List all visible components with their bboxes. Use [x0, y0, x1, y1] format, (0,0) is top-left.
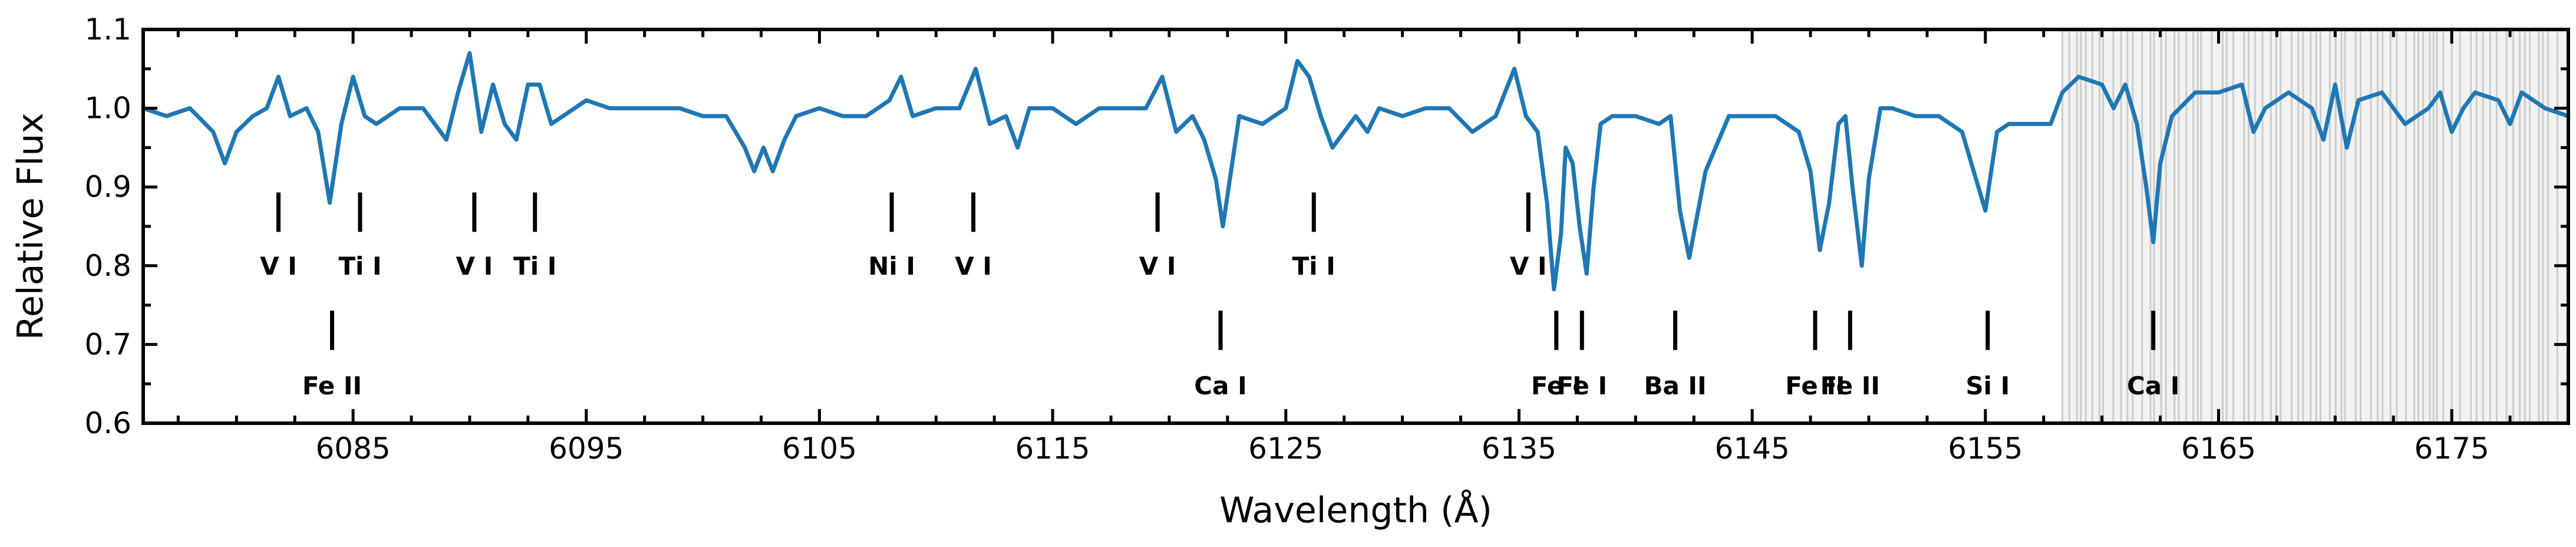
y-tick-label: 0.7	[84, 327, 131, 361]
line-marker-label: V I	[456, 252, 493, 281]
line-marker-label: Fe I	[1556, 371, 1607, 400]
line-marker-label: Fe I	[1531, 371, 1582, 400]
y-tick-label: 0.6	[84, 406, 131, 440]
line-marker-label: V I	[260, 252, 297, 281]
y-tick-label: 1.0	[84, 91, 131, 126]
line-marker-label: Ni I	[868, 252, 915, 281]
x-tick-label: 6155	[1948, 431, 2023, 466]
y-tick-label: 0.9	[84, 170, 131, 204]
x-tick-label: 6085	[315, 431, 390, 466]
x-tick-label: 6175	[2415, 431, 2489, 466]
y-tick-label: 1.1	[84, 12, 131, 47]
axis-ticks: 6085 6095 6105 6115 6125 6135 6145 6155 6165 6175…	[84, 12, 2570, 466]
line-marker-label: Ti I	[338, 252, 381, 281]
line-marker-label: Fe II	[1785, 371, 1845, 400]
x-axis-label: Wavelength (Å)	[1219, 489, 1492, 531]
line-marker-label: Ca I	[2127, 371, 2179, 400]
x-tick-label: 6145	[1715, 431, 1790, 466]
x-tick-label: 6095	[549, 431, 624, 466]
flux-series-line	[141, 51, 2571, 292]
line-marker-label: V I	[1510, 252, 1547, 281]
y-axis-label: Relative Flux	[10, 113, 51, 340]
masked-region-fill	[2062, 29, 2568, 423]
line-marker-label: Fe II	[302, 371, 362, 400]
line-marker-label: Ti I	[513, 252, 556, 281]
line-marker-label: Si I	[1965, 371, 2010, 400]
masked-region	[2061, 29, 2568, 423]
x-tick-label: 6105	[782, 431, 857, 466]
line-marker-label: Ca I	[1194, 371, 1246, 400]
line-marker-label: Ti I	[1292, 252, 1335, 281]
x-tick-label: 6125	[1248, 431, 1323, 466]
x-tick-label: 6135	[1482, 431, 1556, 466]
plot-frame	[141, 28, 2570, 425]
x-tick-label: 6165	[2181, 431, 2256, 466]
line-marker-label: V I	[955, 252, 992, 281]
x-tick-label: 6115	[1015, 431, 1090, 466]
y-tick-label: 0.8	[84, 249, 131, 283]
line-marker-label: V I	[1139, 252, 1176, 281]
line-marker-label: Fe II	[1820, 371, 1880, 400]
line-marker-label: Ba II	[1644, 371, 1706, 400]
line-markers: V I Ti I V I Ti I Ni I V I V I Ti I V I Fe II Ca I…	[260, 192, 2179, 400]
